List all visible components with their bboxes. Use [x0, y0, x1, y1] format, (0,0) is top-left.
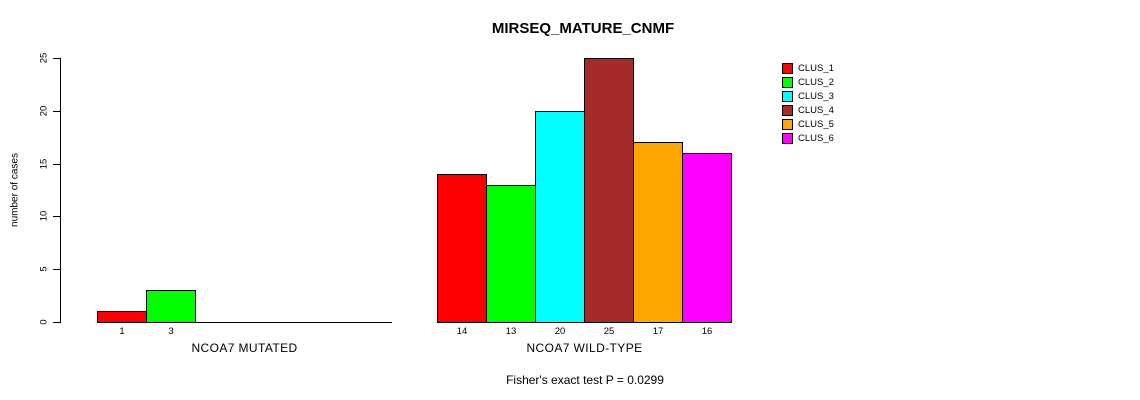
legend-item: CLUS_3 — [782, 91, 872, 103]
bar-value-label: 14 — [456, 326, 468, 337]
bar-value-label: 25 — [603, 326, 615, 337]
bar-value-label: 1 — [119, 326, 125, 337]
bar-clus-2 — [486, 185, 536, 323]
y-axis-tick — [53, 164, 60, 165]
y-axis-tick — [53, 322, 60, 323]
bar-clus-1 — [437, 174, 487, 323]
legend-item: CLUS_2 — [782, 77, 872, 89]
bar-value-label: 3 — [168, 326, 174, 337]
legend-swatch-clus-4 — [782, 105, 793, 116]
y-axis-tick-label: 25 — [38, 52, 50, 64]
group-label: NCOA7 MUTATED — [191, 341, 298, 355]
legend-swatch-clus-1 — [782, 63, 793, 74]
bar-clus-1 — [97, 311, 147, 323]
y-axis-tick — [53, 216, 60, 217]
bar-clus-4 — [584, 58, 634, 323]
bar-clus-3 — [535, 111, 585, 323]
y-axis-tick-label: 15 — [38, 158, 50, 170]
bar-value-label: 16 — [701, 326, 713, 337]
y-axis-tick-label: 10 — [38, 210, 50, 222]
legend-label: CLUS_1 — [798, 63, 834, 74]
legend-item: CLUS_6 — [782, 133, 872, 145]
bar-value-label: 17 — [652, 326, 664, 337]
legend-item: CLUS_4 — [782, 105, 872, 117]
legend-swatch-clus-5 — [782, 119, 793, 130]
y-axis-tick-label: 20 — [38, 105, 50, 117]
legend-label: CLUS_5 — [798, 119, 834, 130]
fisher-test-note: Fisher's exact test P = 0.0299 — [506, 373, 664, 387]
chart-title: MIRSEQ_MATURE_CNMF — [491, 20, 675, 37]
y-axis-tick-label: 5 — [38, 266, 50, 272]
y-axis-tick — [53, 111, 60, 112]
y-axis-line — [60, 58, 61, 323]
legend-label: CLUS_3 — [798, 91, 834, 102]
y-axis-tick — [53, 269, 60, 270]
y-axis-label: number of cases — [9, 153, 21, 227]
legend-label: CLUS_6 — [798, 133, 834, 144]
group-label: NCOA7 WILD-TYPE — [526, 341, 643, 355]
legend-item: CLUS_1 — [782, 63, 872, 75]
y-axis-tick — [53, 58, 60, 59]
legend-swatch-clus-2 — [782, 77, 793, 88]
legend-label: CLUS_2 — [798, 77, 834, 88]
bar-group-ncoa7-mutated: 1 3 NCOA7 MUTATED — [97, 0, 392, 400]
legend-label: CLUS_4 — [798, 105, 834, 116]
bar-clus-5 — [633, 142, 683, 323]
legend-item: CLUS_5 — [782, 119, 872, 131]
bar-clus-2 — [146, 290, 196, 323]
bar-clus-6 — [682, 153, 732, 323]
y-axis-tick-label: 0 — [38, 319, 50, 325]
bar-group-ncoa7-wild-type: 14 13 20 25 17 16 NCOA7 WILD-TYPE — [437, 0, 732, 400]
legend-swatch-clus-6 — [782, 133, 793, 144]
legend-swatch-clus-3 — [782, 91, 793, 102]
bar-value-label: 20 — [554, 326, 566, 337]
bar-value-label: 13 — [505, 326, 517, 337]
group-baseline — [97, 322, 392, 323]
